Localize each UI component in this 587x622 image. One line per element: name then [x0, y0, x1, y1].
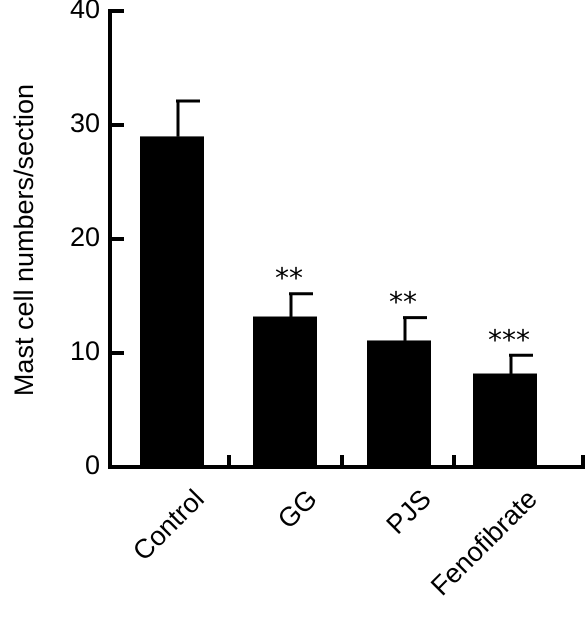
significance-label: *** — [488, 323, 530, 356]
y-tick-label: 30 — [70, 108, 100, 138]
category-label: Control — [127, 484, 210, 567]
category-label: Fenofibrate — [425, 484, 543, 602]
error-bars — [176, 99, 533, 374]
significance-label: ** — [275, 262, 303, 295]
significance-markers: ******* — [275, 262, 530, 357]
y-ticks: 0 10 20 30 40 — [70, 0, 124, 480]
y-tick-label: 0 — [85, 450, 100, 480]
bar — [140, 136, 204, 467]
category-label: PJS — [381, 484, 437, 540]
significance-label: ** — [389, 286, 417, 319]
bar — [253, 316, 317, 467]
y-axis-label: Mast cell numbers/section — [9, 84, 39, 396]
y-tick-label: 40 — [70, 0, 100, 24]
y-tick-label: 10 — [70, 336, 100, 366]
bars — [140, 136, 537, 467]
y-tick-label: 20 — [70, 222, 100, 252]
bar — [367, 340, 431, 467]
bar — [473, 373, 537, 467]
category-label: GG — [272, 484, 323, 535]
